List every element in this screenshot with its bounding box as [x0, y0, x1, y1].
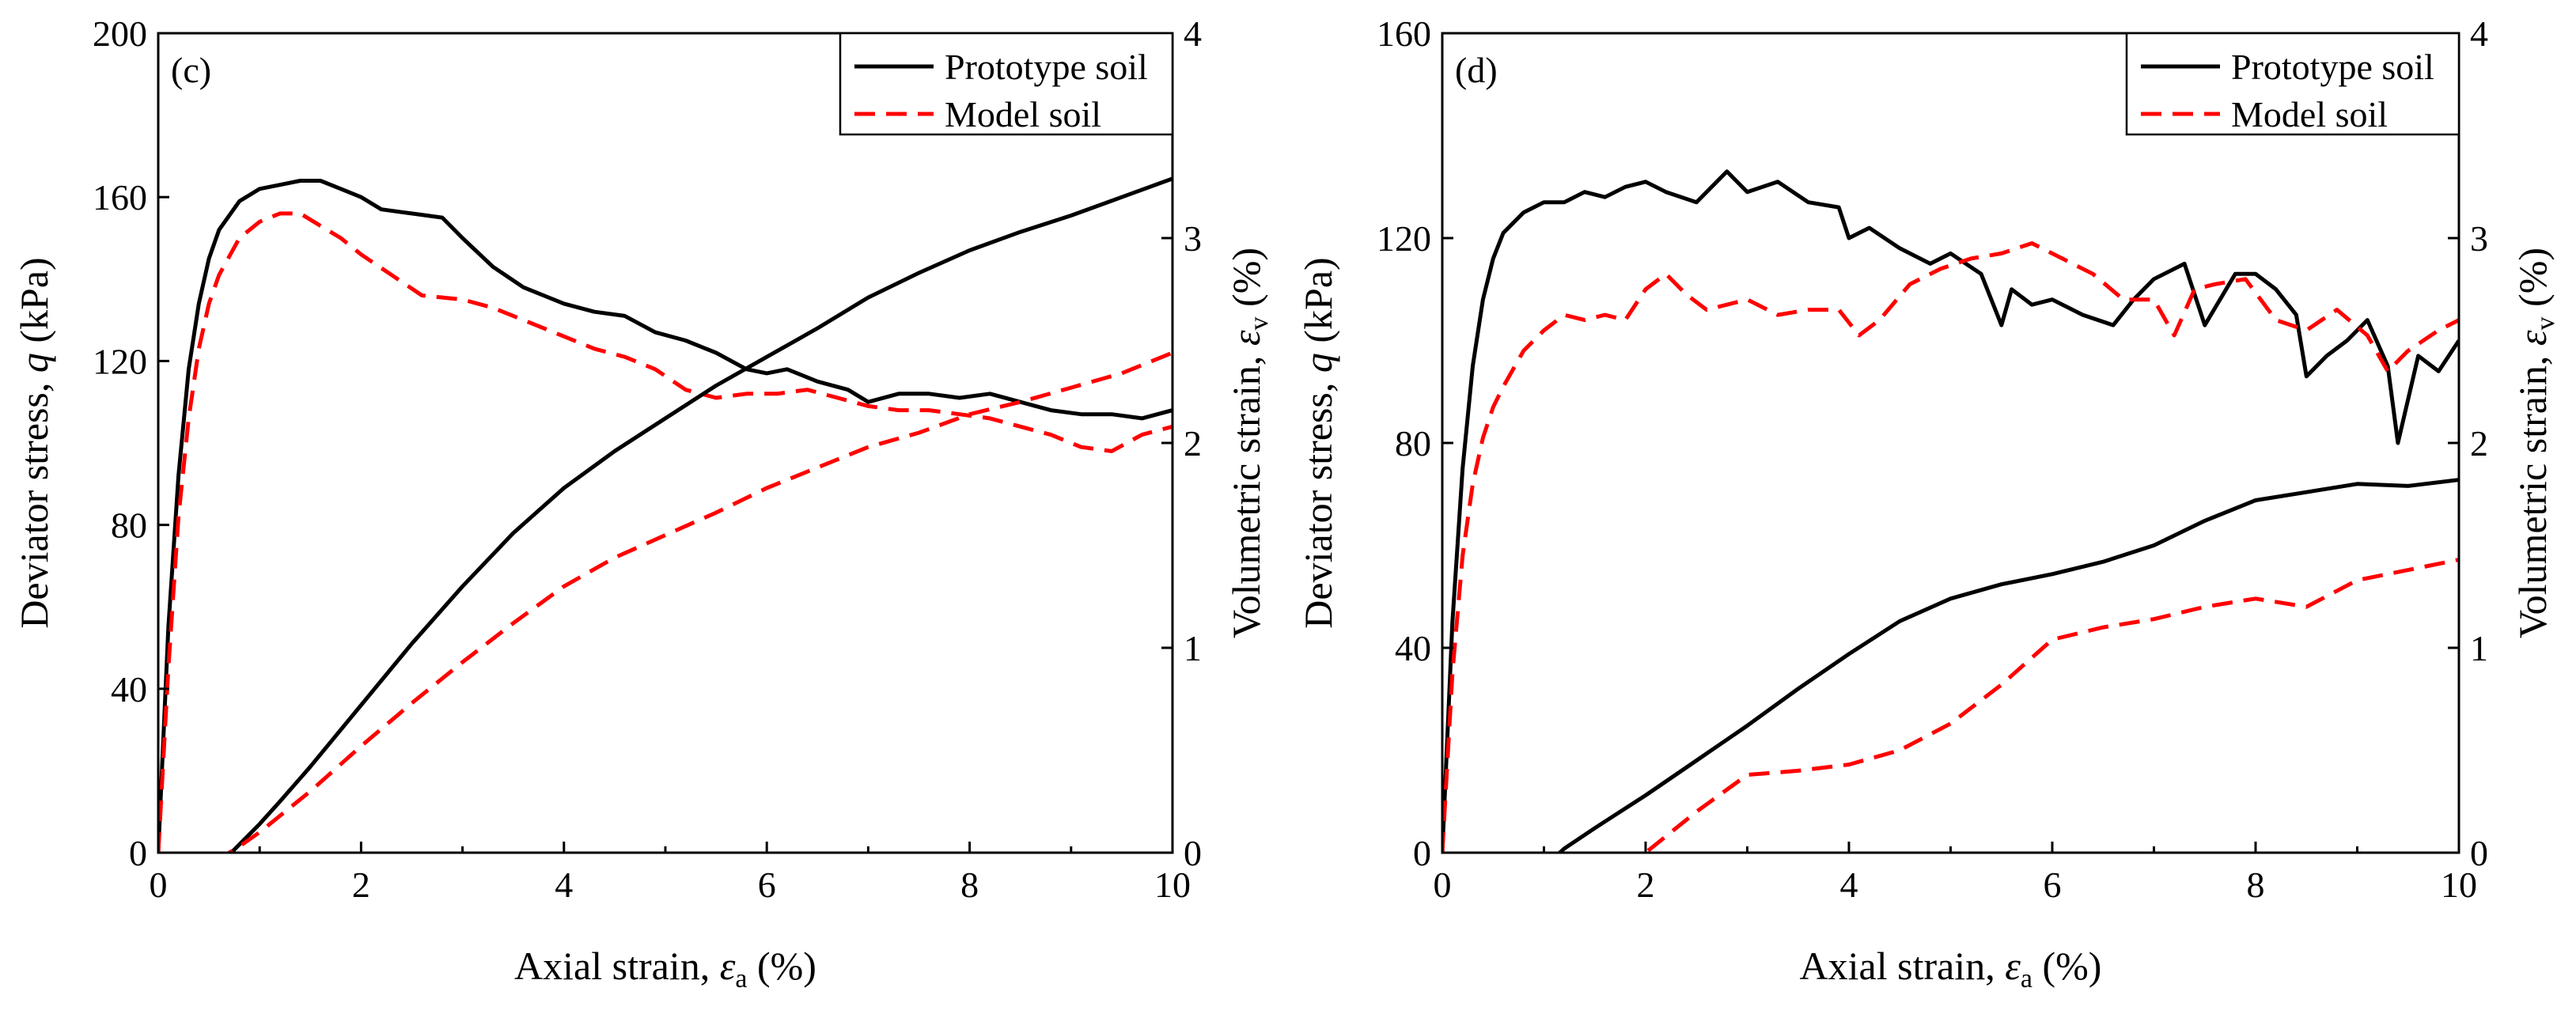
panel-d-series-prototype-volumetric-line [1442, 478, 2459, 853]
panel-c-x-tick-label: 0 [150, 865, 168, 905]
panel-c-y-right-tick-label: 4 [1184, 13, 1202, 54]
panel-d-y-right-tick-label: 2 [2470, 423, 2488, 464]
panel-d-x-tick-label: 0 [1434, 865, 1452, 905]
panel-c-y-right-tick-label: 0 [1184, 833, 1202, 873]
panel-d-legend-label-model: Model soil [2231, 94, 2388, 134]
panel-c-legend-label-prototype: Prototype soil [945, 47, 1148, 87]
panel-c-x-axis-title: Axial strain, εa (%) [514, 944, 816, 993]
panel-d-series-prototype-stress-line [1442, 169, 2459, 853]
panel-c-x-tick-label: 2 [352, 865, 370, 905]
panel-c-y-right-tick-label: 3 [1184, 218, 1202, 259]
panel-c-y-right-tick-label: 1 [1184, 628, 1202, 668]
panel-c-series-prototype-volumetric-line [158, 176, 1172, 853]
panel-d-y-right-tick-label: 1 [2470, 628, 2488, 668]
panel-d-x-tick-label: 10 [2441, 865, 2477, 905]
panel-d-legend-label-prototype: Prototype soil [2231, 47, 2434, 87]
panel-d-x-tick-label: 2 [1637, 865, 1655, 905]
panel-c-y-left-tick-label: 80 [111, 505, 147, 546]
panel-d-y-right-tick-label: 3 [2470, 218, 2488, 259]
panel-d-y-right-axis-title: Volumetric strain, εv (%) [2510, 248, 2560, 638]
panel-c-x-tick-label: 4 [555, 865, 573, 905]
panel-d-x-tick-label: 8 [2247, 865, 2265, 905]
panel-c-y-left-tick-label: 200 [93, 13, 147, 54]
panel-d-y-left-tick-label: 0 [1413, 833, 1431, 873]
panel-c-y-left-tick-label: 120 [93, 341, 147, 381]
panel-c-y-left-axis-title: Deviator stress, q (kPa) [12, 257, 56, 628]
panel-c-series-group [158, 176, 1172, 853]
panel-d-plot-frame [1441, 32, 2460, 854]
panel-c-y-left-tick-label: 0 [129, 833, 147, 873]
panel-c-x-tick-label: 8 [960, 865, 979, 905]
panel-d-y-right-tick-label: 0 [2470, 833, 2488, 873]
panel-c-y-right-tick-label: 2 [1184, 423, 1202, 464]
panel-c-legend: Prototype soil Model soil [839, 32, 1174, 136]
panel-d-x-tick-label: 6 [2044, 865, 2062, 905]
panel-d-y-left-tick-label: 40 [1395, 628, 1431, 668]
panel-d-y-left-tick-label: 160 [1377, 13, 1431, 54]
panel-d-series-model-volumetric-line [1442, 558, 2459, 853]
panel-d-y-left-tick-label: 80 [1395, 423, 1431, 464]
panel-d-x-tick-label: 4 [1840, 865, 1858, 905]
panel-d-legend: Prototype soil Model soil [2125, 32, 2460, 136]
panel-c-y-left-tick-label: 160 [93, 177, 147, 218]
panel-c-legend-box [839, 32, 1174, 136]
panel-c-plot-frame [157, 32, 1174, 854]
panel-d-y-left-tick-label: 120 [1377, 218, 1431, 259]
panel-c-panel-label: (c) [171, 50, 211, 90]
panel-d-legend-box [2125, 32, 2460, 136]
panel-d-series-model-stress-line [1442, 241, 2459, 853]
panel-c-y-right-axis-title: Volumetric strain, εv (%) [1224, 248, 1274, 638]
panel-d-series-group [1442, 169, 2459, 853]
panel-c-x-tick-label: 6 [758, 865, 776, 905]
panel-c-y-left-tick-label: 40 [111, 669, 147, 710]
panel-c-x-tick-label: 10 [1154, 865, 1191, 905]
panel-d-panel-label: (d) [1455, 50, 1498, 90]
panel-d-y-right-tick-label: 4 [2470, 13, 2488, 54]
panel-c-legend-label-model: Model soil [945, 94, 1101, 134]
panel-c-series-prototype-stress-line [158, 179, 1172, 853]
panel-c-series-model-volumetric-line [158, 350, 1172, 853]
panel-d-x-axis-title: Axial strain, εa (%) [1800, 944, 2102, 993]
panel-d-y-left-axis-title: Deviator stress, q (kPa) [1296, 257, 1340, 628]
panel-c-series-model-stress-line [158, 211, 1172, 853]
